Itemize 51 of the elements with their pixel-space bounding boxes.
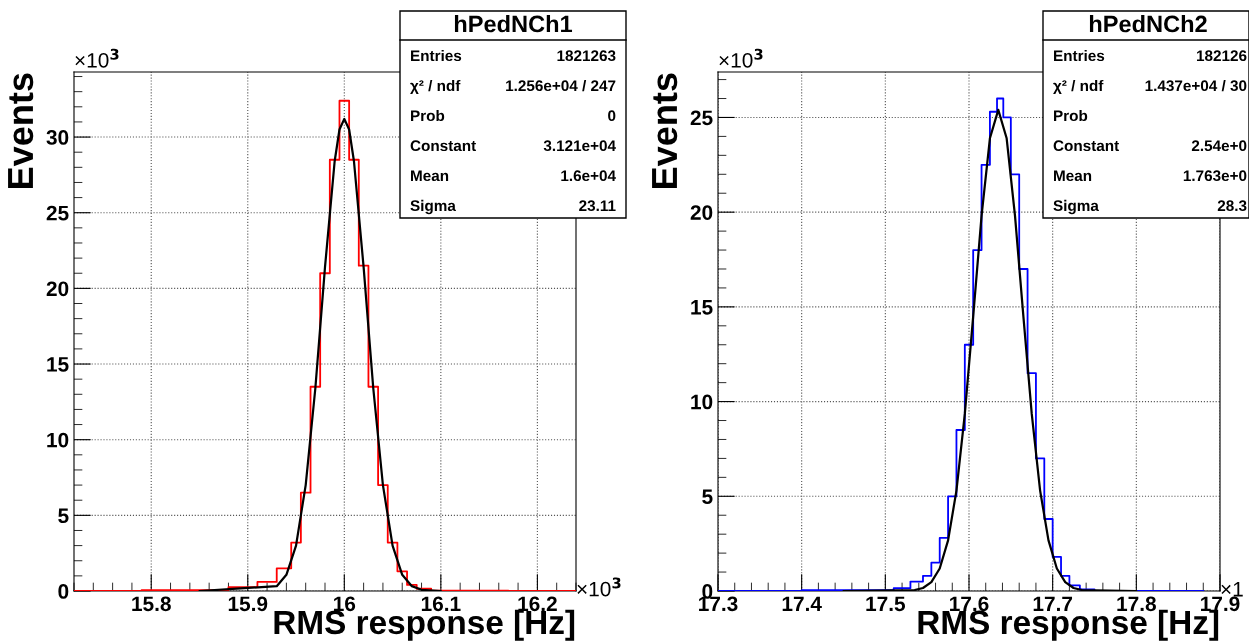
y-axis-title: Events [652,73,678,188]
annotation: Prob [411,109,445,122]
x-tick-label: 15.9 [228,596,268,612]
chart-title: hPedNCh1 [454,15,573,33]
annotation: 1.763e+0 [1183,170,1247,182]
annotation: 28.3 [1217,200,1247,212]
text: Entries [411,49,462,62]
y-tick-label: 0 [58,584,69,599]
annotation: Constant [410,140,477,152]
annotation: Mean [1054,170,1092,182]
annotation: 1.437e+04 / 30 [1145,79,1247,92]
text: ×10$^{3}$ [75,48,119,68]
x-tick-label: 15.8 [132,596,171,612]
x-tick-label: 16.1 [421,596,461,612]
text: ×10$^{3}$ [719,48,763,68]
y-tick-label: 20 [46,281,69,297]
annotation: χ² / ndf [410,79,461,95]
annotation: Constant [1053,140,1120,152]
annotation: χ² / ndf [1053,79,1104,95]
x-tick-label: 17.7 [1033,596,1073,611]
text: ×1 [1221,582,1243,597]
x-tick-label: 17.8 [1117,596,1156,612]
y-tick-label: 20 [690,205,713,220]
y-tick-label: 15 [47,357,69,372]
y-tick-label: 10 [47,432,69,448]
chart-title: hPedNCh2 [1089,15,1207,33]
text: 23.11 [579,200,616,212]
y-tick-label: 25 [46,205,69,221]
text: ×10$^{3}$ [577,577,621,597]
text: Entries [1054,49,1105,62]
x-tick-label: 17.5 [866,596,906,612]
y-axis-title: Events [8,73,34,188]
annotation: Mean [411,170,449,182]
annotation: 3.121e+04 [543,140,616,152]
text: 0 [608,110,616,122]
annotation: Prob [1054,109,1088,122]
y-tick-label: 5 [702,489,713,505]
y-tick-label: 25 [690,110,713,126]
y-tick-label: 5 [58,508,69,524]
x-tick-label: 17.4 [782,596,822,611]
y-tick-label: 30 [46,130,69,145]
text: 182126 [1196,50,1247,62]
annotation: Sigma [1053,199,1099,215]
annotation: 1.256e+04 / 247 [506,79,616,92]
y-tick-label: 10 [691,394,713,410]
text: 1821263 [557,50,616,62]
annotation: Sigma [410,199,456,215]
annotation: 2.54e+0 [1191,140,1247,152]
x-tick-label: 17.6 [950,596,989,612]
y-tick-label: 15 [691,300,713,315]
annotation: 1.6e+04 [561,170,616,182]
